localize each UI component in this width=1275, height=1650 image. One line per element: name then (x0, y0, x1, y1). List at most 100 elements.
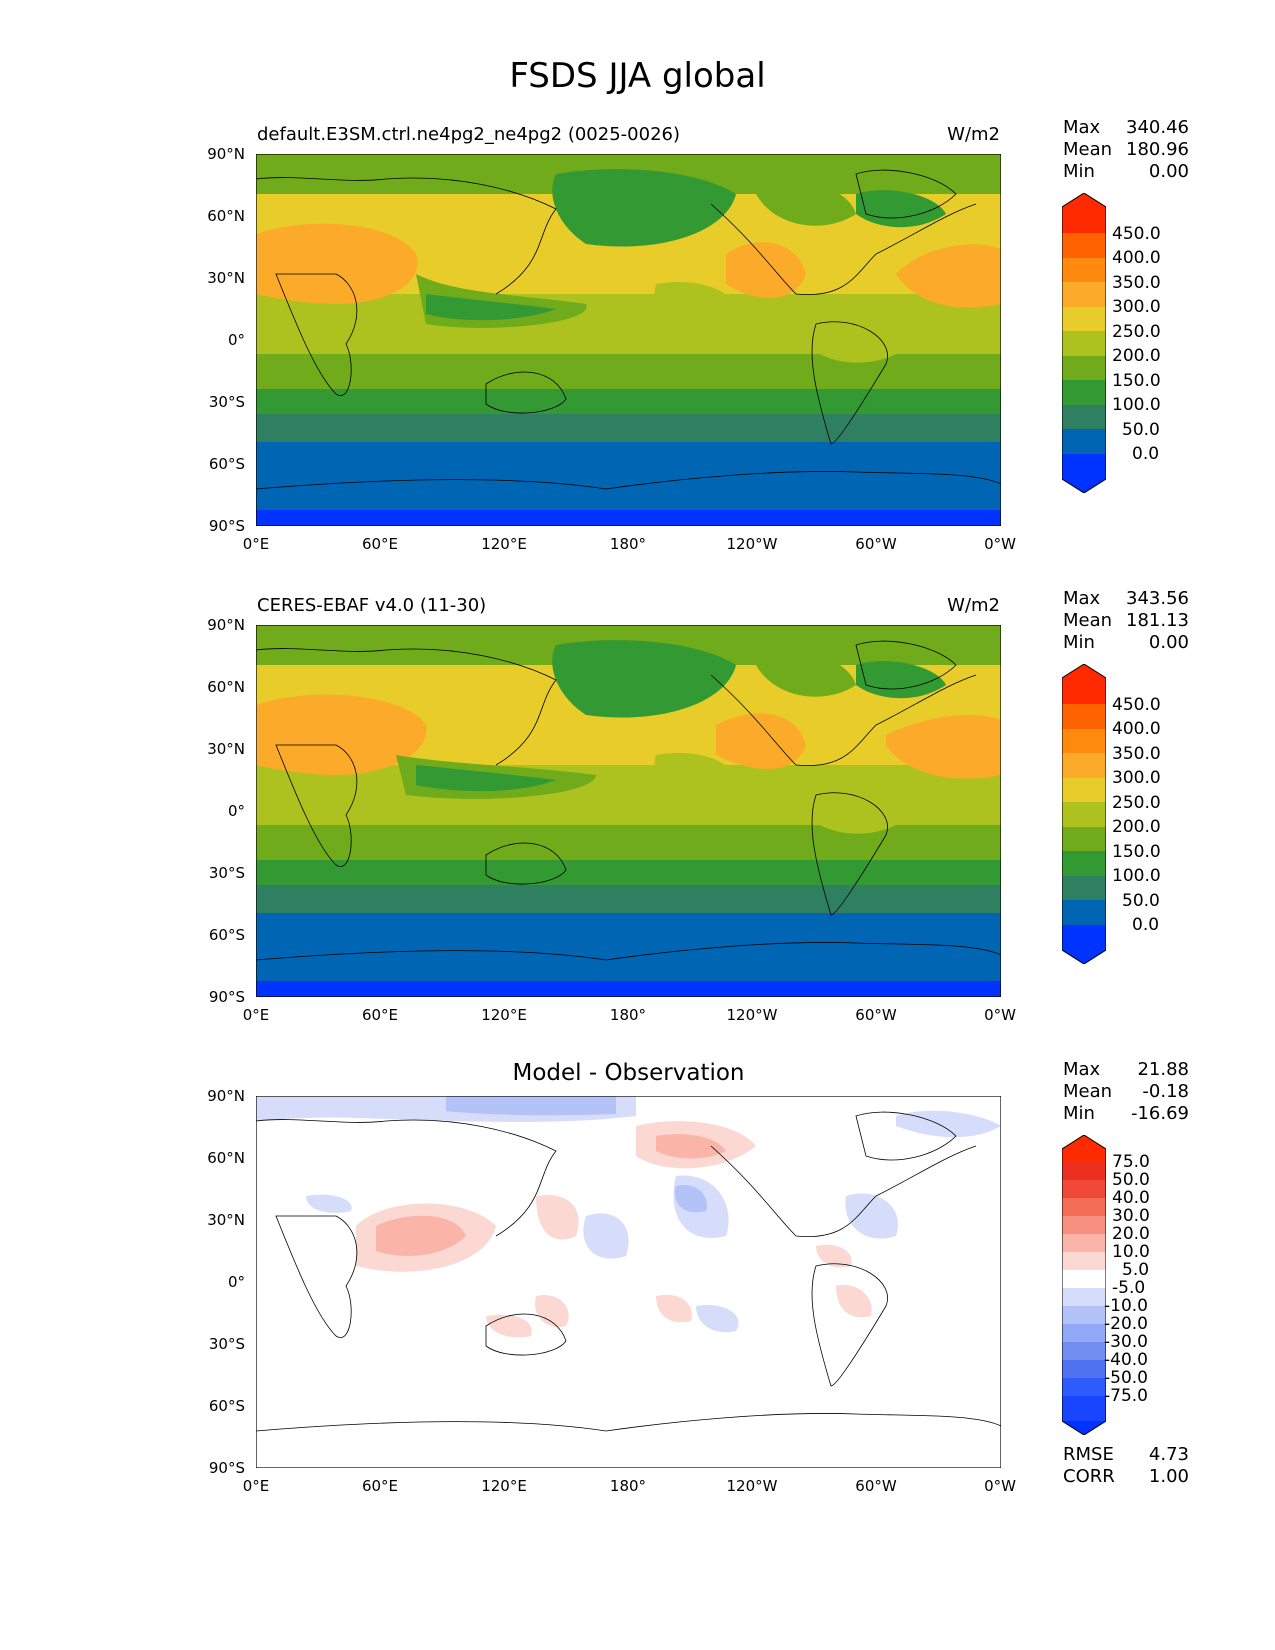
panel-2-stats: Max 343.56 Mean 181.13 Min 0.00 (1063, 588, 1189, 654)
lon-label: 120°W (726, 1006, 778, 1024)
colorbar-tick: 20.0 (1112, 1224, 1150, 1244)
lon-label: 120°W (726, 535, 778, 553)
colorbar-tick: 450.0 (1112, 695, 1161, 715)
mean-value: -0.18 (1142, 1081, 1189, 1102)
colorbar-tick: 400.0 (1112, 719, 1161, 739)
colorbar-tick: -20.0 (1104, 1314, 1148, 1334)
lat-label: 60°N (207, 678, 245, 696)
max-value: 21.88 (1137, 1059, 1189, 1080)
min-value: 0.00 (1148, 161, 1189, 182)
lon-label: 60°W (855, 1006, 897, 1024)
colorbar-tick: -75.0 (1104, 1386, 1148, 1406)
max-label: Max (1063, 588, 1101, 609)
colorbar-tick: 450.0 (1112, 224, 1161, 244)
corr-value: 1.00 (1148, 1466, 1189, 1487)
lat-label: 60°S (208, 1397, 245, 1415)
panel-3-map (256, 1096, 1001, 1468)
colorbar-tick: 350.0 (1112, 273, 1161, 293)
max-label: Max (1063, 1059, 1101, 1080)
panel-2-map (256, 625, 1001, 997)
panel-2-colorbar (1061, 663, 1107, 968)
lat-label: 90°S (208, 517, 245, 535)
lat-label: 30°S (208, 393, 245, 411)
min-label: Min (1063, 632, 1095, 653)
mean-label: Mean (1063, 610, 1113, 631)
panel-3-metrics: RMSE 4.73 CORR 1.00 (1063, 1444, 1189, 1488)
lat-label: 90°N (207, 1087, 245, 1105)
colorbar-tick: 40.0 (1112, 1188, 1150, 1208)
lat-label: 60°N (207, 207, 245, 225)
lat-label: 90°S (208, 988, 245, 1006)
colorbar-tick: 250.0 (1112, 322, 1161, 342)
lat-label: 0° (227, 802, 245, 820)
panel-2-units: W/m2 (947, 595, 1000, 616)
rmse-value: 4.73 (1148, 1444, 1189, 1465)
lat-label: 30°N (207, 1211, 245, 1229)
colorbar-tick: 350.0 (1112, 744, 1161, 764)
lon-label: 120°E (481, 535, 527, 553)
lat-label: 30°N (207, 269, 245, 287)
corr-label: CORR (1063, 1466, 1115, 1487)
lat-label: 0° (227, 331, 245, 349)
panel-1-title: default.E3SM.ctrl.ne4pg2_ne4pg2 (0025-00… (257, 124, 680, 145)
colorbar-tick: 100.0 (1112, 866, 1161, 886)
colorbar-tick: -50.0 (1104, 1368, 1148, 1388)
colorbar-tick: 250.0 (1112, 793, 1161, 813)
lat-label: 90°N (207, 145, 245, 163)
lon-label: 0°W (984, 535, 1016, 553)
colorbar-tick: -5.0 (1112, 1278, 1146, 1298)
colorbar-tick: 100.0 (1112, 395, 1161, 415)
lon-label: 120°W (726, 1477, 778, 1495)
mean-value: 180.96 (1126, 139, 1189, 160)
colorbar-tick: 200.0 (1112, 346, 1161, 366)
panel-3-title: Model - Observation (512, 1060, 745, 1086)
colorbar-tick: 10.0 (1112, 1242, 1150, 1262)
panel-1-colorbar (1061, 192, 1107, 497)
lon-label: 60°W (855, 1477, 897, 1495)
colorbar-tick: 30.0 (1112, 1206, 1150, 1226)
colorbar-tick: 5.0 (1122, 1260, 1150, 1280)
mean-label: Mean (1063, 1081, 1113, 1102)
colorbar-tick: 200.0 (1112, 817, 1161, 837)
lon-label: 180° (609, 535, 647, 553)
lon-label: 180° (609, 1006, 647, 1024)
max-label: Max (1063, 117, 1101, 138)
lon-label: 60°E (361, 1477, 399, 1495)
panel-1-units: W/m2 (947, 124, 1000, 145)
lat-label: 90°N (207, 616, 245, 634)
colorbar-tick: 75.0 (1112, 1152, 1150, 1172)
colorbar-tick: 0.0 (1132, 915, 1160, 935)
lon-label: 60°E (361, 535, 399, 553)
lon-label: 120°E (481, 1006, 527, 1024)
lon-label: 180° (609, 1477, 647, 1495)
panel-1-stats: Max 340.46 Mean 180.96 Min 0.00 (1063, 117, 1189, 183)
colorbar-tick: 150.0 (1112, 371, 1161, 391)
min-value: -16.69 (1130, 1103, 1189, 1124)
lon-label: 60°E (361, 1006, 399, 1024)
min-value: 0.00 (1148, 632, 1189, 653)
colorbar-tick: 150.0 (1112, 842, 1161, 862)
lon-label: 120°E (481, 1477, 527, 1495)
lat-label: 30°S (208, 864, 245, 882)
lon-label: 0°W (984, 1477, 1016, 1495)
min-label: Min (1063, 161, 1095, 182)
panel-1-map (256, 154, 1001, 526)
lat-label: 0° (227, 1273, 245, 1291)
mean-label: Mean (1063, 139, 1113, 160)
lat-label: 30°S (208, 1335, 245, 1353)
max-value: 343.56 (1126, 588, 1189, 609)
panel-2-title: CERES-EBAF v4.0 (11-30) (257, 595, 487, 616)
lat-label: 60°S (208, 926, 245, 944)
lon-label: 0°E (242, 1477, 270, 1495)
colorbar-tick: 50.0 (1112, 1170, 1150, 1190)
min-label: Min (1063, 1103, 1095, 1124)
colorbar-tick: -40.0 (1104, 1350, 1148, 1370)
mean-value: 181.13 (1126, 610, 1189, 631)
lon-label: 60°W (855, 535, 897, 553)
lat-label: 60°N (207, 1149, 245, 1167)
lon-label: 0°E (242, 535, 270, 553)
panel-3-stats: Max 21.88 Mean -0.18 Min -16.69 (1063, 1059, 1189, 1125)
colorbar-tick: 50.0 (1122, 420, 1160, 440)
lat-label: 30°N (207, 740, 245, 758)
rmse-label: RMSE (1063, 1444, 1114, 1465)
